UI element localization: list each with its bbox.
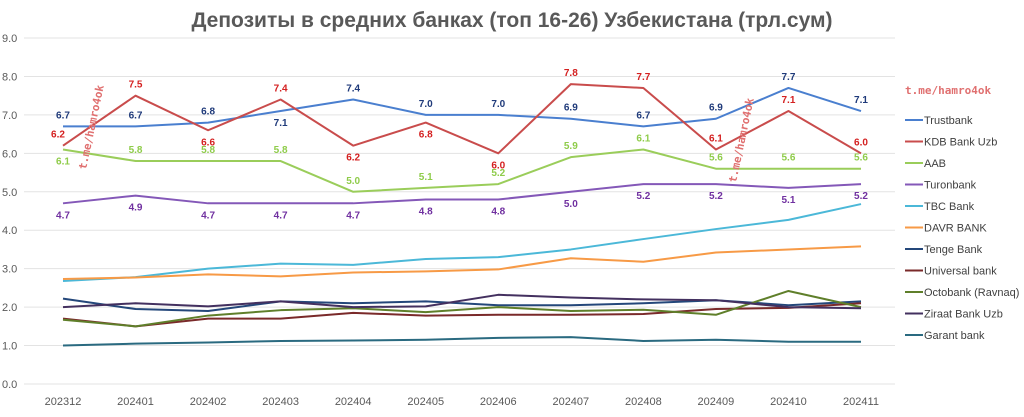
x-tick-label: 202406 [480, 396, 517, 408]
data-label: 7.7 [782, 72, 796, 83]
data-label: 4.7 [346, 210, 360, 221]
x-tick-label: 202407 [552, 396, 589, 408]
y-tick-label: 0.0 [2, 379, 17, 391]
series-line-garant-bank [62, 336, 861, 347]
data-label: 6.1 [56, 156, 70, 167]
data-label: 6.2 [51, 130, 65, 141]
x-tick-label: 202409 [698, 396, 735, 408]
data-label: 5.2 [854, 191, 868, 202]
legend-entry: Ziraat Bank Uzb [924, 309, 1003, 321]
series-line-kdb-bank-uzb [62, 83, 862, 155]
y-tick-label: 1.0 [2, 341, 17, 353]
data-label: 6.0 [854, 137, 868, 148]
data-label: 5.8 [201, 145, 215, 156]
data-label: 5.6 [709, 153, 723, 164]
data-label: 5.9 [564, 141, 578, 152]
series-line-turonbank [62, 183, 862, 205]
watermark: t.me/hamro4ok [905, 84, 991, 97]
data-label: 5.8 [129, 145, 143, 156]
legend-entry: TBC Bank [924, 201, 975, 213]
series-line-trustbank [63, 86, 862, 128]
x-tick-label: 202410 [770, 396, 807, 408]
y-tick-label: 2.0 [2, 302, 17, 314]
data-label: 5.2 [709, 191, 723, 202]
data-label: 7.8 [564, 68, 578, 79]
y-tick-label: 6.0 [2, 148, 17, 160]
series-line-davr-bank [62, 245, 862, 281]
y-tick-label: 3.0 [2, 264, 17, 276]
data-label: 7.7 [636, 72, 650, 83]
y-tick-label: 8.0 [2, 71, 17, 83]
y-tick-label: 5.0 [2, 187, 17, 199]
legend-entry: KDB Bank Uzb [924, 137, 997, 149]
legend-entry: AAB [924, 158, 946, 170]
series-line-aab [62, 148, 861, 193]
data-label: 5.6 [854, 153, 868, 164]
legend-entry: Garant bank [924, 330, 985, 342]
y-tick-label: 9.0 [2, 33, 17, 45]
legend-entry: Octobank (Ravnaq) [924, 287, 1019, 299]
x-tick-label: 202312 [45, 396, 82, 408]
data-label: 6.9 [564, 103, 578, 114]
watermark: t.me/hamro4ok [726, 96, 757, 183]
data-label: 5.1 [419, 172, 433, 183]
series-line-universal-bank [62, 302, 862, 328]
x-tick-label: 202408 [625, 396, 662, 408]
legend-entry: Trustbank [924, 115, 973, 127]
data-label: 7.4 [346, 84, 360, 95]
data-label: 7.5 [129, 80, 143, 91]
data-label: 5.2 [636, 191, 650, 202]
data-label: 7.0 [419, 99, 433, 110]
data-label: 6.8 [419, 130, 433, 141]
data-label: 5.1 [782, 195, 796, 206]
data-label: 7.1 [854, 95, 868, 106]
x-tick-label: 202404 [335, 396, 372, 408]
data-label: 7.1 [782, 95, 796, 106]
legend-entry: Tenge Bank [924, 244, 983, 256]
x-tick-label: 202403 [262, 396, 299, 408]
data-label: 4.7 [274, 210, 288, 221]
legend-entry: Universal bank [924, 266, 997, 278]
data-label: 7.0 [491, 99, 505, 110]
y-tick-label: 7.0 [2, 110, 17, 122]
data-label: 6.1 [709, 133, 723, 144]
data-label: 5.0 [564, 199, 578, 210]
legend-entry: Turonbank [924, 180, 977, 192]
data-label: 4.8 [491, 206, 505, 217]
data-label: 6.6 [201, 137, 215, 148]
series-line-octobank-ravnaq- [62, 289, 862, 328]
data-label: 4.9 [129, 203, 143, 214]
data-label: 5.2 [491, 168, 505, 179]
data-label: 6.1 [636, 133, 650, 144]
chart-title: Депозиты в средних банках (топ 16-26) Уз… [191, 9, 832, 32]
data-label: 5.0 [346, 176, 360, 187]
y-tick-label: 4.0 [2, 225, 17, 237]
legend-entry: DAVR BANK [924, 223, 987, 235]
data-label: 6.8 [201, 107, 215, 118]
data-label: 6.0 [491, 160, 505, 171]
data-label: 4.7 [201, 210, 215, 221]
series-line-ziraat-bank-uzb [62, 293, 862, 310]
data-label: 6.7 [56, 110, 70, 121]
data-label: 4.7 [56, 210, 70, 221]
x-tick-label: 202405 [407, 396, 444, 408]
data-label: 5.8 [274, 145, 288, 156]
data-label: 5.6 [782, 153, 796, 164]
data-label: 4.8 [419, 206, 433, 217]
data-label: 6.2 [346, 153, 360, 164]
series-line-tbc-bank [62, 203, 862, 282]
x-tick-label: 202402 [190, 396, 227, 408]
data-label: 6.7 [129, 110, 143, 121]
data-label: 7.1 [274, 118, 288, 129]
data-label: 6.7 [636, 110, 650, 121]
data-label: 6.9 [709, 103, 723, 114]
data-label: 7.4 [274, 84, 288, 95]
x-tick-label: 202411 [843, 396, 879, 408]
x-tick-label: 202401 [117, 396, 154, 408]
